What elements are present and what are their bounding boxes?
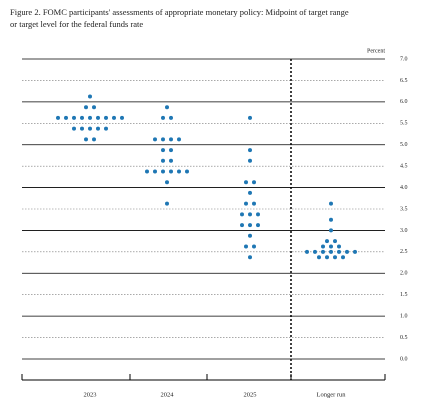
x-tick-label: 2025	[244, 391, 257, 398]
dot	[161, 137, 165, 142]
dot	[161, 169, 165, 174]
chart-title: Figure 2. FOMC participants' assessments…	[10, 7, 349, 17]
y-tick-label: 2.5	[400, 249, 408, 255]
dot	[169, 137, 173, 142]
dot	[244, 201, 248, 206]
dot	[313, 249, 317, 254]
dot	[88, 94, 92, 99]
dot	[329, 201, 333, 206]
dot	[248, 255, 252, 260]
dot	[64, 115, 68, 120]
dot	[84, 105, 88, 110]
y-tick-label: 6.0	[400, 99, 408, 105]
dot	[329, 228, 333, 233]
dot	[248, 190, 252, 195]
dot	[92, 137, 96, 142]
dot	[169, 169, 173, 174]
y-tick-label: 7.0	[400, 56, 408, 62]
y-tick-label: 5.0	[400, 142, 408, 148]
dot	[104, 126, 108, 131]
dot	[252, 180, 256, 185]
dot	[153, 137, 157, 142]
dot	[248, 148, 252, 153]
dot	[185, 169, 189, 174]
dot	[165, 105, 169, 110]
dot	[337, 249, 341, 254]
dot	[333, 239, 337, 244]
dot	[252, 201, 256, 206]
dot	[321, 249, 325, 254]
dot	[96, 126, 100, 131]
dot	[353, 249, 357, 254]
y-tick-label: 2.0	[400, 271, 408, 277]
dot	[256, 223, 260, 228]
dot	[333, 255, 337, 260]
dot	[240, 212, 244, 217]
dot	[177, 169, 181, 174]
dot	[341, 255, 345, 260]
dot	[329, 249, 333, 254]
x-tick-label: 2024	[161, 391, 175, 398]
dot	[248, 158, 252, 163]
dot	[252, 244, 256, 249]
y-tick-label: 0.5	[400, 335, 408, 341]
dot	[248, 223, 252, 228]
y-tick-label: 4.0	[400, 185, 408, 191]
dot	[337, 244, 341, 249]
y-tick-label: 0.0	[400, 356, 408, 362]
dot	[169, 148, 173, 153]
dot	[80, 115, 84, 120]
dot	[329, 217, 333, 222]
dot	[248, 212, 252, 217]
dot	[80, 126, 84, 131]
dot	[325, 239, 329, 244]
y-tick-label: 4.5	[400, 164, 408, 170]
y-tick-label: 5.5	[400, 121, 408, 127]
dot	[240, 223, 244, 228]
dot	[248, 233, 252, 238]
dot	[161, 158, 165, 163]
dot	[88, 115, 92, 120]
dot	[321, 244, 325, 249]
dot	[92, 105, 96, 110]
dot	[96, 115, 100, 120]
y-tick-label: 3.0	[400, 228, 408, 234]
x-ticks	[21, 374, 386, 380]
dot	[165, 201, 169, 206]
dot	[329, 244, 333, 249]
dot	[88, 126, 92, 131]
dot	[256, 212, 260, 217]
y-tick-label: 3.5	[400, 206, 408, 212]
dot	[104, 115, 108, 120]
dot	[112, 115, 116, 120]
y-tick-label: 6.5	[400, 78, 408, 84]
x-tick-label: 2023	[84, 391, 97, 398]
dot	[305, 249, 309, 254]
dot	[72, 115, 76, 120]
dot	[244, 180, 248, 185]
x-tick-label: Longer run	[316, 391, 346, 398]
dot	[145, 169, 149, 174]
dot	[169, 158, 173, 163]
y-axis-label: Percent	[367, 48, 385, 54]
dot	[317, 255, 321, 260]
dot	[56, 115, 60, 120]
dot	[244, 244, 248, 249]
dot	[169, 115, 173, 120]
dot	[153, 169, 157, 174]
dot	[345, 249, 349, 254]
dot	[72, 126, 76, 131]
dot	[161, 148, 165, 153]
y-tick-label: 1.0	[400, 314, 408, 320]
dot	[325, 255, 329, 260]
chart-title: or target level for the federal funds ra…	[10, 19, 143, 29]
y-tick-label: 1.5	[400, 292, 408, 298]
dot	[84, 137, 88, 142]
dot	[161, 115, 165, 120]
dot	[120, 115, 124, 120]
dot	[248, 115, 252, 120]
dot	[165, 180, 169, 185]
dot	[177, 137, 181, 142]
